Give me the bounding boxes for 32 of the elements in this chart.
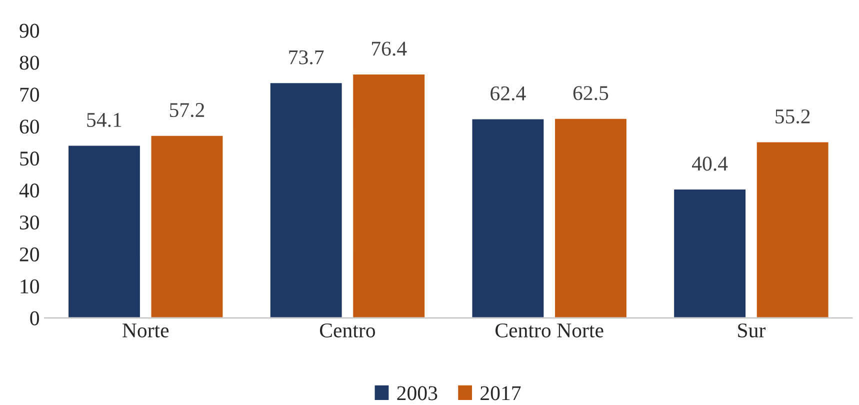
bar bbox=[352, 73, 426, 318]
x-tick-label: Norte bbox=[122, 324, 169, 338]
bar bbox=[554, 118, 628, 318]
y-tick-label: 50 bbox=[20, 152, 40, 166]
y-tick-label: 80 bbox=[20, 56, 40, 70]
x-tick-label: Sur bbox=[738, 323, 766, 338]
data-label: 62.4 bbox=[490, 86, 526, 101]
y-tick-label: 20 bbox=[20, 247, 40, 262]
data-label: 76.4 bbox=[372, 42, 407, 56]
data-label: 40.4 bbox=[692, 156, 728, 171]
legend-label: 2017 bbox=[480, 386, 521, 400]
y-tick-label: 90 bbox=[20, 24, 40, 38]
y-tick-label: 60 bbox=[20, 120, 40, 134]
x-tick-label: Centro Norte bbox=[496, 323, 604, 338]
data-label: 55.2 bbox=[776, 109, 810, 124]
data-label: 62.5 bbox=[573, 86, 608, 100]
x-tick-label: Centro bbox=[320, 323, 376, 338]
bar bbox=[755, 140, 830, 318]
bar bbox=[470, 118, 546, 318]
data-label: 57.2 bbox=[170, 103, 204, 118]
y-tick-label: 30 bbox=[20, 215, 40, 230]
y-tick-label: 70 bbox=[20, 88, 40, 102]
bar bbox=[67, 144, 142, 318]
bar bbox=[150, 134, 224, 318]
bar bbox=[268, 82, 344, 318]
y-tick-label: 40 bbox=[19, 184, 40, 198]
data-label: 73.7 bbox=[289, 50, 324, 64]
y-tick-label: 0 bbox=[30, 311, 40, 326]
y-tick-label: 10 bbox=[20, 279, 40, 294]
legend-label: 2003 bbox=[397, 386, 438, 400]
bar bbox=[672, 188, 747, 318]
data-label: 54.1 bbox=[87, 112, 122, 128]
